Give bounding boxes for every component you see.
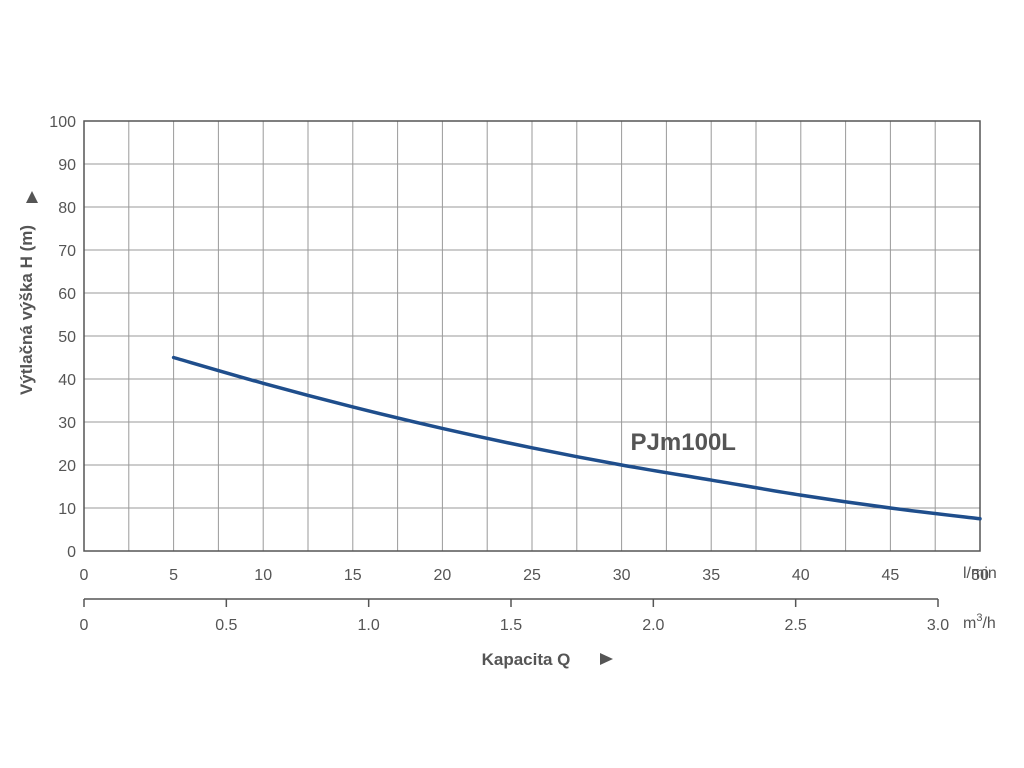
y-tick-label: 30	[58, 415, 76, 432]
x-tick-label-lmin: 40	[792, 567, 810, 584]
x-tick-label-lmin: 25	[523, 567, 541, 584]
y-tick-label: 70	[58, 243, 76, 260]
x-tick-label-lmin: 50	[971, 567, 989, 584]
y-tick-label: 20	[58, 458, 76, 475]
x-unit-label-lmin: l/min	[963, 565, 997, 582]
y-tick-label: 100	[49, 114, 76, 131]
y-tick-label: 90	[58, 157, 76, 174]
y-tick-labels: 0 10 20 30 40 50 60 70 80 90 100	[49, 114, 76, 561]
y-axis-title: Výtlačná výška H (m)	[17, 225, 36, 395]
y-tick-label: 40	[58, 372, 76, 389]
x-tick-label-lmin: 30	[613, 567, 631, 584]
y-axis-arrow-icon	[26, 191, 38, 203]
x-tick-label-lmin: 20	[434, 567, 452, 584]
x-tick-label-m3h: 1.5	[500, 617, 522, 634]
x-tick-label-m3h: 0	[80, 617, 89, 634]
y-tick-label: 50	[58, 329, 76, 346]
x-tick-label-m3h: 2.0	[642, 617, 664, 634]
x-tick-label-lmin: 0	[80, 567, 89, 584]
x-tick-label-m3h: 0.5	[215, 617, 237, 634]
x-axis-arrow-icon	[600, 653, 613, 665]
y-tick-label: 10	[58, 501, 76, 518]
x-tick-label-lmin: 15	[344, 567, 362, 584]
x-tick-label-lmin: 10	[254, 567, 272, 584]
x-tick-label-m3h: 3.0	[927, 617, 949, 634]
y-tick-label: 60	[58, 286, 76, 303]
x-tick-labels-lmin: 0 5 10 15 20 25 30 35 40 45 50	[80, 567, 989, 584]
series-layer: PJm100L	[171, 355, 982, 521]
secondary-x-axis: 0 0.5 1.0 1.5 2.0 2.5 3.0	[80, 598, 949, 634]
plot-frame	[83, 120, 981, 552]
series-label: PJm100L	[631, 429, 736, 456]
x-tick-label-lmin: 35	[702, 567, 720, 584]
y-tick-label: 0	[67, 544, 76, 561]
x-tick-label-lmin: 45	[882, 567, 900, 584]
grid	[84, 121, 980, 551]
x-tick-label-lmin: 5	[169, 567, 178, 584]
y-tick-label: 80	[58, 200, 76, 217]
series-line-pjm100l	[171, 355, 982, 521]
x-tick-label-m3h: 2.5	[785, 617, 807, 634]
x-tick-label-m3h: 1.0	[358, 617, 380, 634]
x-axis-title: Kapacita Q	[482, 650, 571, 669]
x-unit-label-m3h: m3/h	[963, 612, 996, 632]
